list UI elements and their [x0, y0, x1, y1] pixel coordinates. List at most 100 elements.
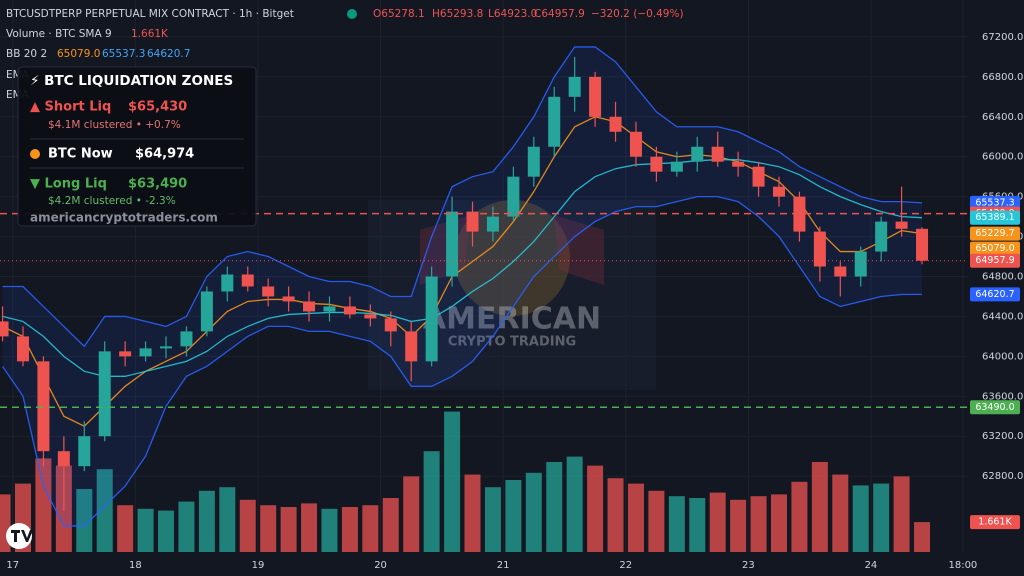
- candle-body: [568, 76, 581, 97]
- y-tick-label: 62800.0: [982, 471, 1023, 482]
- logo-flags: [420, 215, 604, 285]
- candle-body: [323, 306, 336, 312]
- candle-body: [752, 166, 765, 187]
- volume-bar: [852, 485, 869, 552]
- volume-bar: [239, 499, 256, 552]
- candle-body: [425, 276, 438, 362]
- y-tick-label: 66400.0: [982, 112, 1023, 123]
- axes: 62800.0 63200.0 63600.0 64000.0 64400.0 64800…: [6, 32, 1023, 571]
- price-label-box: [970, 226, 1020, 241]
- candle-body: [691, 146, 704, 162]
- volume-bar: [0, 494, 11, 552]
- y-tick-label: 63200.0: [982, 431, 1023, 442]
- volume-bar: [444, 411, 461, 552]
- y-tick-label: 67200.0: [982, 32, 1023, 43]
- price-label: 63490.0: [975, 402, 1014, 413]
- candle-body: [711, 146, 724, 162]
- ohlc-high: H65293.8: [432, 8, 483, 20]
- long-liq-note: $4.2M clustered • -2.3%: [48, 195, 176, 207]
- price-label-box: [970, 195, 1020, 210]
- volume-bar: [341, 507, 358, 552]
- price-label-box: [970, 210, 1020, 225]
- liquidation-panel: ⚡ BTC LIQUIDATION ZONES ▲ Short Liq $65,…: [17, 66, 257, 227]
- volume-bar: [832, 474, 849, 552]
- candle-body: [57, 451, 70, 467]
- symbol-title: BTCUSDTPERP PERPETUAL MIX CONTRACT · 1h …: [6, 8, 294, 20]
- candle-body: [507, 176, 520, 217]
- volume-label-box: [970, 515, 1020, 530]
- volume-bar: [198, 490, 215, 552]
- logo-coin: [454, 200, 570, 316]
- candle-body: [180, 331, 193, 347]
- volume-bar: [423, 451, 440, 552]
- now-label: BTC Now: [48, 147, 113, 162]
- volume-bar: [484, 487, 501, 552]
- ohlc-low: L64923.0: [488, 8, 537, 20]
- bb-legend: BB 20 2: [6, 48, 47, 60]
- panel-title: ⚡ BTC LIQUIDATION ZONES: [30, 73, 233, 89]
- volume-bar: [791, 481, 808, 552]
- candle-body: [772, 186, 785, 197]
- candle-body: [670, 161, 683, 172]
- plot: [0, 46, 968, 552]
- candle-body: [119, 351, 132, 357]
- candle-body: [609, 116, 622, 132]
- volume-bar: [178, 501, 195, 552]
- indicator-line: [2, 159, 923, 377]
- candle-body: [629, 131, 642, 157]
- volume-bar: [770, 494, 787, 552]
- candle-body: [16, 336, 29, 362]
- tv-logo: [6, 523, 33, 549]
- candle-body: [548, 96, 561, 147]
- short-liq-label: ▲ Short Liq: [30, 100, 111, 115]
- volume-bar: [137, 508, 154, 552]
- volume-bar: [362, 505, 379, 552]
- long-liq-label: ▼ Long Liq: [30, 177, 107, 192]
- candle-body: [854, 251, 867, 277]
- candle-body: [282, 296, 295, 302]
- volume-bar: [689, 498, 706, 552]
- ohlc-change: −320.2 (−0.49%): [591, 8, 684, 20]
- price-label-box: [970, 287, 1020, 302]
- x-tick-label: 18: [129, 560, 142, 571]
- volume-bar: [873, 483, 890, 552]
- panel-box: [17, 66, 257, 227]
- bollinger-band-fill: [2, 46, 923, 527]
- candle-body: [384, 318, 397, 332]
- candle-body: [732, 161, 745, 167]
- x-tick-label: 18:00: [948, 560, 977, 571]
- volume-bar: [403, 476, 420, 552]
- candle-body: [405, 331, 418, 362]
- volume-bar: [260, 505, 277, 552]
- status-dot: [347, 9, 357, 19]
- now-value: $64,974: [135, 147, 194, 162]
- volume-bar: [607, 478, 624, 552]
- candle-body: [78, 436, 91, 467]
- candle-body: [200, 291, 213, 332]
- ohlc-close: C64957.9: [534, 8, 585, 20]
- volume-bar: [750, 496, 767, 552]
- volume-bar: [464, 474, 481, 552]
- tv-glyph: [11, 530, 33, 542]
- volume-bar: [76, 489, 93, 552]
- x-tick-label: 20: [374, 560, 387, 571]
- candle-body: [813, 231, 826, 267]
- volume-bar: [117, 505, 134, 552]
- indicator-line: [2, 46, 923, 348]
- x-tick-label: 17: [6, 560, 19, 571]
- price-label-box: [970, 253, 1020, 268]
- y-tick-label: 66800.0: [982, 72, 1023, 83]
- candle-body: [793, 196, 806, 232]
- price-label: 65537.3: [975, 197, 1014, 208]
- candle-body: [486, 216, 499, 232]
- candle-body: [650, 156, 663, 172]
- indicator-line: [2, 116, 923, 428]
- price-label: 64957.9: [975, 255, 1014, 266]
- now-bullet: [30, 149, 40, 159]
- candle-body: [139, 348, 152, 357]
- candle-body: [98, 351, 111, 437]
- indicator-line: [2, 195, 923, 527]
- x-tick-label: 19: [252, 560, 265, 571]
- price-label: 65229.7: [975, 228, 1014, 239]
